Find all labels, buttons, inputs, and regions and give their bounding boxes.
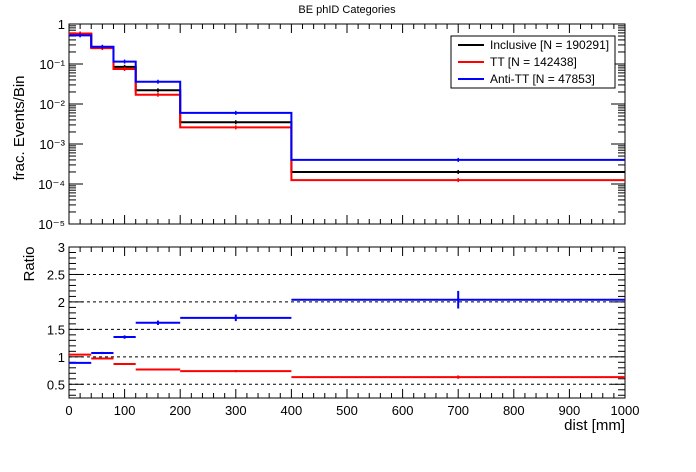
chart-title: BE phID Categories bbox=[298, 4, 396, 16]
bottom-panel: 0.5 1 1.5 2 2.5 3 0 100 200 300 400 500 600 700 800 90… bbox=[21, 240, 639, 434]
top-y-tick-labels: 10⁻⁵ 10⁻⁴ 10⁻³ 10⁻² 10⁻¹ 1 bbox=[38, 17, 66, 232]
top-y-tick-label: 10⁻³ bbox=[39, 137, 65, 152]
top-y-tick-label: 1 bbox=[58, 17, 65, 32]
bottom-x-tick-label: 700 bbox=[447, 403, 469, 418]
bottom-x-tick-label: 900 bbox=[559, 403, 581, 418]
bottom-y-tick-label: 2.5 bbox=[47, 267, 65, 282]
bottom-x-tick-label: 400 bbox=[281, 403, 303, 418]
top-y-tick-label: 10⁻¹ bbox=[39, 57, 65, 72]
legend-entry-inclusive: Inclusive [N = 190291] bbox=[490, 38, 609, 52]
bottom-x-tick-label: 800 bbox=[503, 403, 525, 418]
bottom-gridlines bbox=[69, 273, 625, 385]
bottom-y-tick-label: 1.5 bbox=[47, 322, 65, 337]
top-y-tick-label: 10⁻² bbox=[39, 97, 65, 112]
bottom-x-tick-label: 200 bbox=[169, 403, 191, 418]
bottom-y-tick-label: 0.5 bbox=[47, 377, 65, 392]
bottom-x-tick-label: 300 bbox=[225, 403, 247, 418]
bottom-y-tick-label: 1 bbox=[58, 350, 65, 365]
bottom-y-axis-label: Ratio bbox=[21, 246, 38, 281]
bottom-y-tick-labels: 0.5 1 1.5 2 2.5 3 bbox=[47, 240, 65, 392]
top-panel: BE phID Categories 10⁻⁵10⁻⁴10⁻³10⁻²10⁻¹1… bbox=[11, 4, 626, 232]
bottom-x-tick-label: 0 bbox=[65, 403, 72, 418]
bottom-y-tick-label: 2 bbox=[58, 295, 65, 310]
bottom-x-axis-label: dist [mm] bbox=[564, 417, 625, 434]
top-y-axis-label: frac. Events/Bin bbox=[11, 75, 28, 180]
bottom-ticks bbox=[68, 246, 626, 398]
bottom-x-tick-label: 600 bbox=[392, 403, 414, 418]
bottom-series bbox=[69, 290, 625, 379]
top-series bbox=[69, 31, 625, 183]
top-series-line-2 bbox=[69, 34, 625, 161]
bottom-y-tick-label: 3 bbox=[58, 240, 65, 255]
bottom-x-tick-labels: 0 100 200 300 400 500 600 700 800 900 1000 bbox=[65, 403, 639, 418]
top-y-tick-label: 10⁻⁴ bbox=[38, 177, 65, 192]
bottom-x-tick-label: 1000 bbox=[611, 403, 640, 418]
legend-entry-tt: TT [N = 142438] bbox=[490, 55, 577, 69]
top-y-tick-label: 10⁻⁵ bbox=[38, 217, 65, 232]
bottom-x-tick-label: 500 bbox=[336, 403, 358, 418]
top-ticks bbox=[68, 23, 626, 225]
legend-entry-anti-tt: Anti-TT [N = 47853] bbox=[490, 72, 595, 86]
bottom-x-tick-label: 100 bbox=[114, 403, 136, 418]
legend: Inclusive [N = 190291] TT [N = 142438] A… bbox=[450, 35, 616, 89]
